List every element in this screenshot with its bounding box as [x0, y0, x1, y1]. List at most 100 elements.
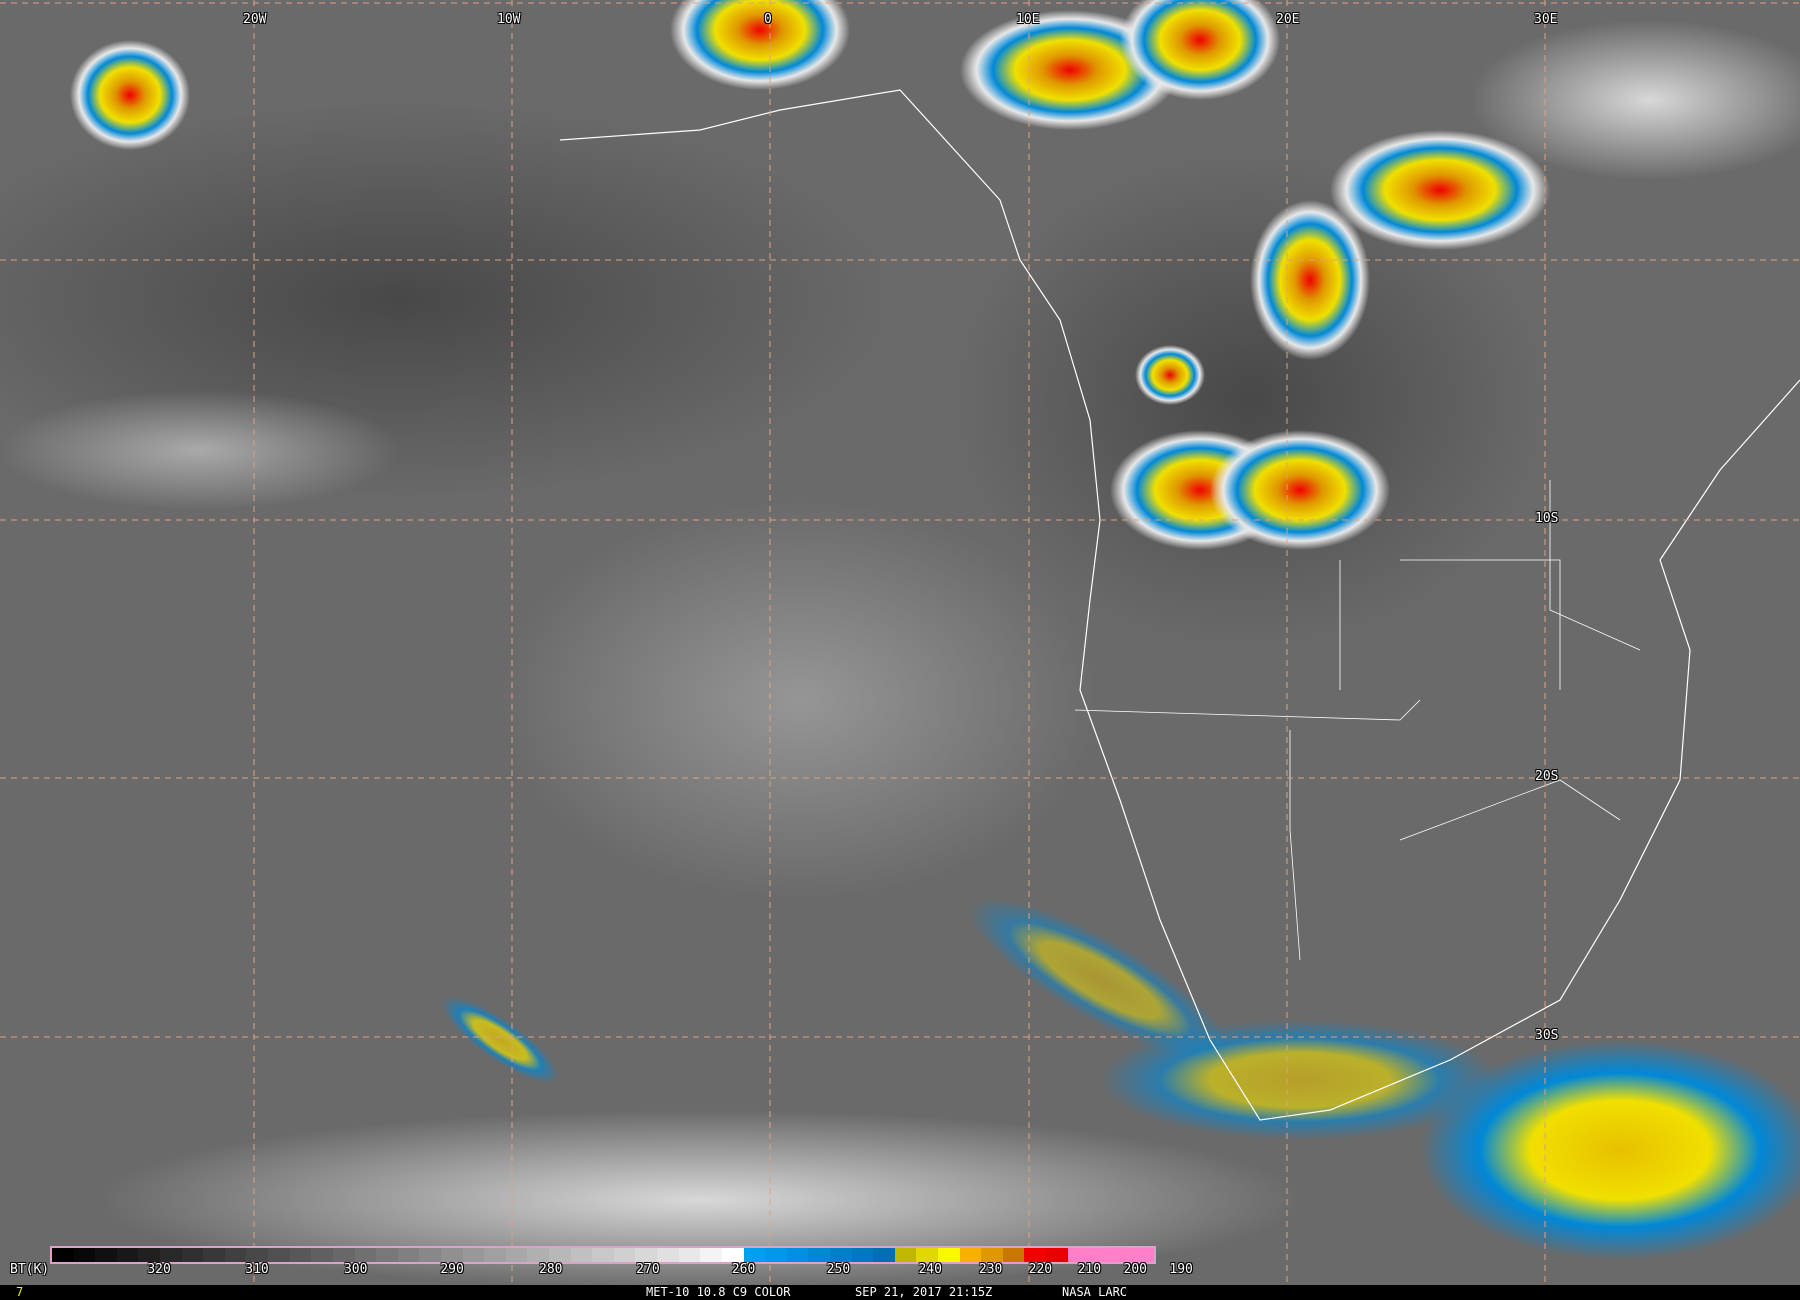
colorbar-segment	[613, 1248, 636, 1262]
colorbar-segment	[721, 1248, 744, 1262]
colorbar-segment	[160, 1248, 182, 1262]
colorbar-tick-label: 230	[978, 1262, 1003, 1277]
colorbar-segment	[873, 1248, 895, 1262]
colorbar-segment	[332, 1248, 355, 1262]
colorbar-tick-label: 190	[1169, 1262, 1193, 1277]
colorbar-segment	[440, 1248, 463, 1262]
colorbar-segment	[937, 1248, 960, 1262]
colorbar-tick-label: 310	[245, 1262, 269, 1277]
colorbar-segment	[95, 1248, 117, 1262]
colorbar-tick-label: 300	[343, 1262, 368, 1277]
longitude-label: 20W	[243, 12, 267, 27]
product-name: MET-10 10.8 C9 COLOR	[646, 1285, 791, 1299]
colorbar-segment	[959, 1248, 982, 1262]
colorbar-segment	[916, 1248, 938, 1262]
colorbar-segment	[1089, 1248, 1111, 1262]
convective-band	[1420, 1040, 1800, 1260]
frame-number: 7	[16, 1285, 24, 1299]
colorbar-segment	[1067, 1248, 1090, 1262]
colorbar-segment	[419, 1248, 441, 1262]
colorbar-segment	[1002, 1248, 1025, 1262]
coastline	[559, 89, 1800, 1121]
convective-cell	[1330, 130, 1550, 250]
colorbar-segment	[246, 1248, 269, 1262]
colorbar-segment	[224, 1248, 247, 1262]
data-source: NASA LARC	[1062, 1285, 1128, 1299]
latitude-label: 20S	[1535, 769, 1559, 784]
longitude-label: 0	[764, 12, 772, 27]
colorbar-segment	[808, 1248, 830, 1262]
colorbar-segment	[635, 1248, 658, 1262]
timestamp: SEP 21, 2017 21:15Z	[855, 1285, 993, 1299]
convective-cell	[670, 0, 850, 90]
colorbar-tick-label: 290	[440, 1262, 464, 1277]
convective-cell	[1135, 345, 1205, 405]
colorbar-segment	[700, 1248, 722, 1262]
convective-band	[441, 996, 559, 1084]
colorbar-segment	[1132, 1248, 1155, 1262]
colorbar-tick-label: 320	[147, 1262, 171, 1277]
clear-ocean	[500, 500, 1100, 900]
brightness-temperature-colorbar	[50, 1246, 1156, 1264]
longitude-label: 10W	[497, 12, 521, 27]
colorbar-segment	[1024, 1248, 1047, 1262]
colorbar-segment	[203, 1248, 225, 1262]
latitude-label: 30S	[1535, 1028, 1559, 1043]
colorbar-segment	[397, 1248, 420, 1262]
country-border	[1074, 480, 1641, 961]
colorbar-segment	[376, 1248, 398, 1262]
colorbar-tick-label: 280	[539, 1262, 563, 1277]
colorbar-tick-label: 210	[1077, 1262, 1102, 1277]
convective-cell	[1250, 200, 1370, 360]
colorbar-segment	[289, 1248, 312, 1262]
colorbar-segment	[484, 1248, 506, 1262]
colorbar-segment	[462, 1248, 485, 1262]
colorbar-segment	[765, 1248, 787, 1262]
convective-cell	[1120, 0, 1280, 100]
colorbar-segment	[592, 1248, 614, 1262]
colorbar-segment	[894, 1248, 917, 1262]
colorbar-segment	[1046, 1248, 1068, 1262]
colorbar-segment	[181, 1248, 204, 1262]
colorbar-segment	[311, 1248, 333, 1262]
colorbar-segment	[116, 1248, 139, 1262]
colorbar-unit-label: BT(K)	[10, 1262, 50, 1277]
colorbar-tick-label: 240	[918, 1262, 942, 1277]
colorbar-segment	[981, 1248, 1003, 1262]
colorbar-segment	[505, 1248, 528, 1262]
colorbar-segment	[268, 1248, 290, 1262]
status-footer: 7 MET-10 10.8 C9 COLOR SEP 21, 2017 21:1…	[0, 1285, 1800, 1300]
colorbar-segment	[354, 1248, 377, 1262]
colorbar-segment	[549, 1248, 571, 1262]
colorbar-segment	[829, 1248, 852, 1262]
colorbar-tick-label: 260	[731, 1262, 756, 1277]
colorbar-segment	[786, 1248, 809, 1262]
dark-region	[950, 150, 1550, 650]
colorbar-segment	[570, 1248, 593, 1262]
colorbar-segment	[657, 1248, 679, 1262]
colorbar-segment	[743, 1248, 766, 1262]
colorbar-segment	[851, 1248, 874, 1262]
colorbar-segment	[527, 1248, 550, 1262]
colorbar-tick-label: 220	[1028, 1262, 1053, 1277]
latitude-label: 10S	[1535, 511, 1559, 526]
convective-cell	[70, 40, 190, 150]
convective-cell	[1210, 430, 1390, 550]
colorbar-segment	[52, 1248, 74, 1262]
colorbar-segment	[138, 1248, 161, 1262]
longitude-label: 30E	[1534, 12, 1558, 27]
cloud-band	[1470, 20, 1800, 180]
colorbar-tick-label: 270	[636, 1262, 660, 1277]
longitude-label: 10E	[1016, 12, 1040, 27]
colorbar-tick-label: 250	[826, 1262, 851, 1277]
cloud-band	[0, 390, 400, 510]
colorbar-segment	[1110, 1248, 1133, 1262]
cloud-band	[100, 1110, 1300, 1285]
colorbar-tick-label: 200	[1123, 1262, 1147, 1277]
colorbar-segment	[73, 1248, 96, 1262]
convective-band	[968, 897, 1232, 1063]
colorbar-segment	[678, 1248, 701, 1262]
